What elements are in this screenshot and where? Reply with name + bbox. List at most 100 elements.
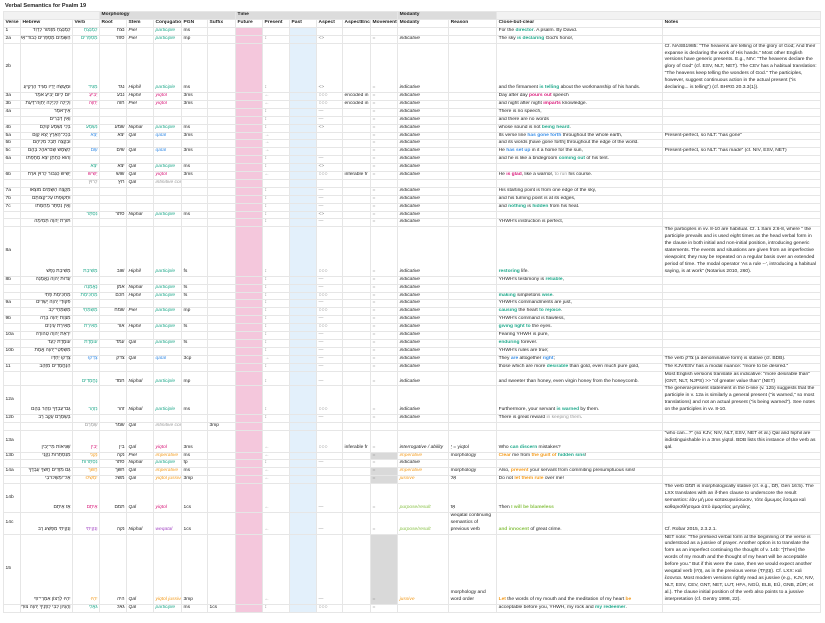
verb-cell[interactable] [71, 362, 101, 372]
movement-cell[interactable] [370, 421, 399, 431]
suffix-cell[interactable] [207, 115, 237, 125]
aspect-encoding-cell[interactable] [342, 291, 372, 301]
suffix-cell[interactable] [207, 275, 237, 285]
conjugation-cell[interactable]: participle [153, 370, 183, 387]
future-cell[interactable] [235, 91, 264, 101]
notes-cell[interactable] [662, 275, 822, 285]
present-cell[interactable]: ↕ [262, 283, 291, 293]
stem-cell[interactable]: Hiphil [126, 91, 155, 101]
root-cell[interactable] [99, 194, 128, 204]
movement-cell[interactable]: = [370, 147, 399, 157]
conjugation-cell[interactable] [153, 362, 183, 372]
stem-cell[interactable] [126, 194, 155, 204]
stem-cell[interactable]: Niphal [126, 283, 155, 293]
column-header-movement[interactable]: Movement [370, 18, 399, 28]
reason-cell[interactable] [448, 315, 498, 325]
pgn-cell[interactable]: 3ms [181, 171, 209, 180]
root-cell[interactable]: צדק [99, 354, 128, 364]
reason-cell[interactable] [448, 42, 498, 93]
root-cell[interactable]: יצא [99, 163, 128, 173]
root-cell[interactable]: שׁמע [99, 123, 128, 133]
hebrew-cell[interactable]: מַחְכִּימַת פֶּתִי [20, 291, 73, 301]
future-cell[interactable] [235, 147, 264, 157]
verb-cell[interactable] [71, 331, 101, 340]
conjugation-cell[interactable]: qatal [153, 131, 183, 141]
past-cell[interactable] [289, 331, 318, 340]
stem-cell[interactable] [126, 346, 155, 356]
notes-cell[interactable] [662, 194, 822, 204]
conjugation-cell[interactable]: yiqtol [153, 171, 183, 180]
aspect-cell[interactable]: ○○○ [316, 99, 344, 109]
root-cell[interactable]: נצח [99, 26, 128, 36]
conjugation-cell[interactable]: participle [153, 34, 183, 44]
suffix-cell[interactable] [207, 315, 237, 325]
root-cell[interactable]: יצא [99, 131, 128, 141]
present-cell[interactable]: ↕ [262, 338, 291, 348]
suffix-cell[interactable] [207, 467, 237, 477]
verb-cell[interactable]: מְאִירַת [71, 323, 101, 333]
future-cell[interactable] [235, 451, 264, 461]
past-cell[interactable] [289, 163, 318, 173]
notes-cell[interactable] [662, 34, 822, 44]
past-cell[interactable] [289, 171, 318, 180]
suffix-cell[interactable] [207, 91, 237, 101]
notes-cell[interactable] [662, 421, 822, 431]
aspect-cell[interactable]: — [316, 107, 344, 117]
modality-cell[interactable]: indicative [397, 34, 450, 44]
reason-cell[interactable] [448, 459, 498, 469]
aspect-encoding-cell[interactable] [342, 226, 372, 277]
future-cell[interactable] [235, 275, 264, 285]
root-cell[interactable] [99, 331, 128, 340]
root-cell[interactable]: אור [99, 323, 128, 333]
conjugation-cell[interactable]: participle [153, 226, 183, 277]
notes-cell[interactable] [662, 338, 822, 348]
modality-cell[interactable]: purpose/result [397, 483, 450, 513]
past-cell[interactable] [289, 115, 318, 125]
pgn-cell[interactable]: fp [181, 459, 209, 469]
movement-cell[interactable]: = [370, 155, 399, 165]
reason-cell[interactable] [448, 107, 498, 117]
aspect-cell[interactable] [316, 139, 344, 149]
present-cell[interactable]: → [262, 147, 291, 157]
past-cell[interactable] [289, 291, 318, 301]
aspect-encoding-cell[interactable] [342, 107, 372, 117]
suffix-cell[interactable] [207, 218, 237, 228]
past-cell[interactable] [289, 533, 318, 605]
future-cell[interactable] [235, 291, 264, 301]
conjugation-cell[interactable]: participle [153, 323, 183, 333]
movement-cell[interactable]: = [370, 299, 399, 309]
verse-cell[interactable] [3, 354, 21, 364]
notes-cell[interactable] [662, 178, 822, 188]
hebrew-cell[interactable]: לַשֶּׁמֶשׁ שָׂם־אֹהֶל בָּהֶם [20, 147, 73, 157]
stem-cell[interactable] [126, 275, 155, 285]
hebrew-cell[interactable]: יָשִׂישׂ כְּגִבּוֹר לָרוּץ אֹרַח [20, 171, 73, 180]
close-but-clear-cell[interactable] [496, 163, 664, 173]
movement-cell[interactable]: = [370, 451, 399, 461]
suffix-cell[interactable] [207, 459, 237, 469]
suffix-cell[interactable] [207, 307, 237, 317]
close-but-clear-cell[interactable]: For the director. A psalm. By David. [496, 26, 664, 36]
aspect-encoding-cell[interactable]: inferable fr [342, 429, 372, 453]
future-cell[interactable] [235, 26, 264, 36]
aspect-cell[interactable]: — [316, 194, 344, 204]
modality-cell[interactable]: indicative [397, 299, 450, 309]
close-but-clear-cell[interactable]: Its verse line has gone forth throughout… [496, 131, 664, 141]
hebrew-cell[interactable]: אֵין־אֹמֶר [20, 107, 73, 117]
stem-cell[interactable]: Niphal [126, 210, 155, 220]
hebrew-cell[interactable]: צָדְקוּ יַחְדָּו [20, 354, 73, 364]
conjugation-cell[interactable]: participle [153, 42, 183, 93]
conjugation-cell[interactable]: yiqtol [153, 99, 183, 109]
suffix-cell[interactable] [207, 533, 237, 605]
suffix-cell[interactable] [207, 346, 237, 356]
root-cell[interactable]: נקה [99, 451, 128, 461]
hebrew-cell[interactable]: יוֹם לְיוֹם יַבִּיעַ אֹמֶר [20, 91, 73, 101]
verb-cell[interactable]: יָצָא [71, 131, 101, 141]
root-cell[interactable]: חמד [99, 370, 128, 387]
notes-cell[interactable] [662, 475, 822, 485]
aspect-encoding-cell[interactable] [342, 139, 372, 149]
notes-cell[interactable]: The KJV/ESV has a modal nuance: "more to… [662, 362, 822, 372]
modality-cell[interactable]: indicative [397, 385, 450, 416]
column-header-root[interactable]: Root [99, 18, 128, 28]
aspect-cell[interactable]: — [316, 354, 344, 364]
conjugation-cell[interactable]: participle [153, 338, 183, 348]
